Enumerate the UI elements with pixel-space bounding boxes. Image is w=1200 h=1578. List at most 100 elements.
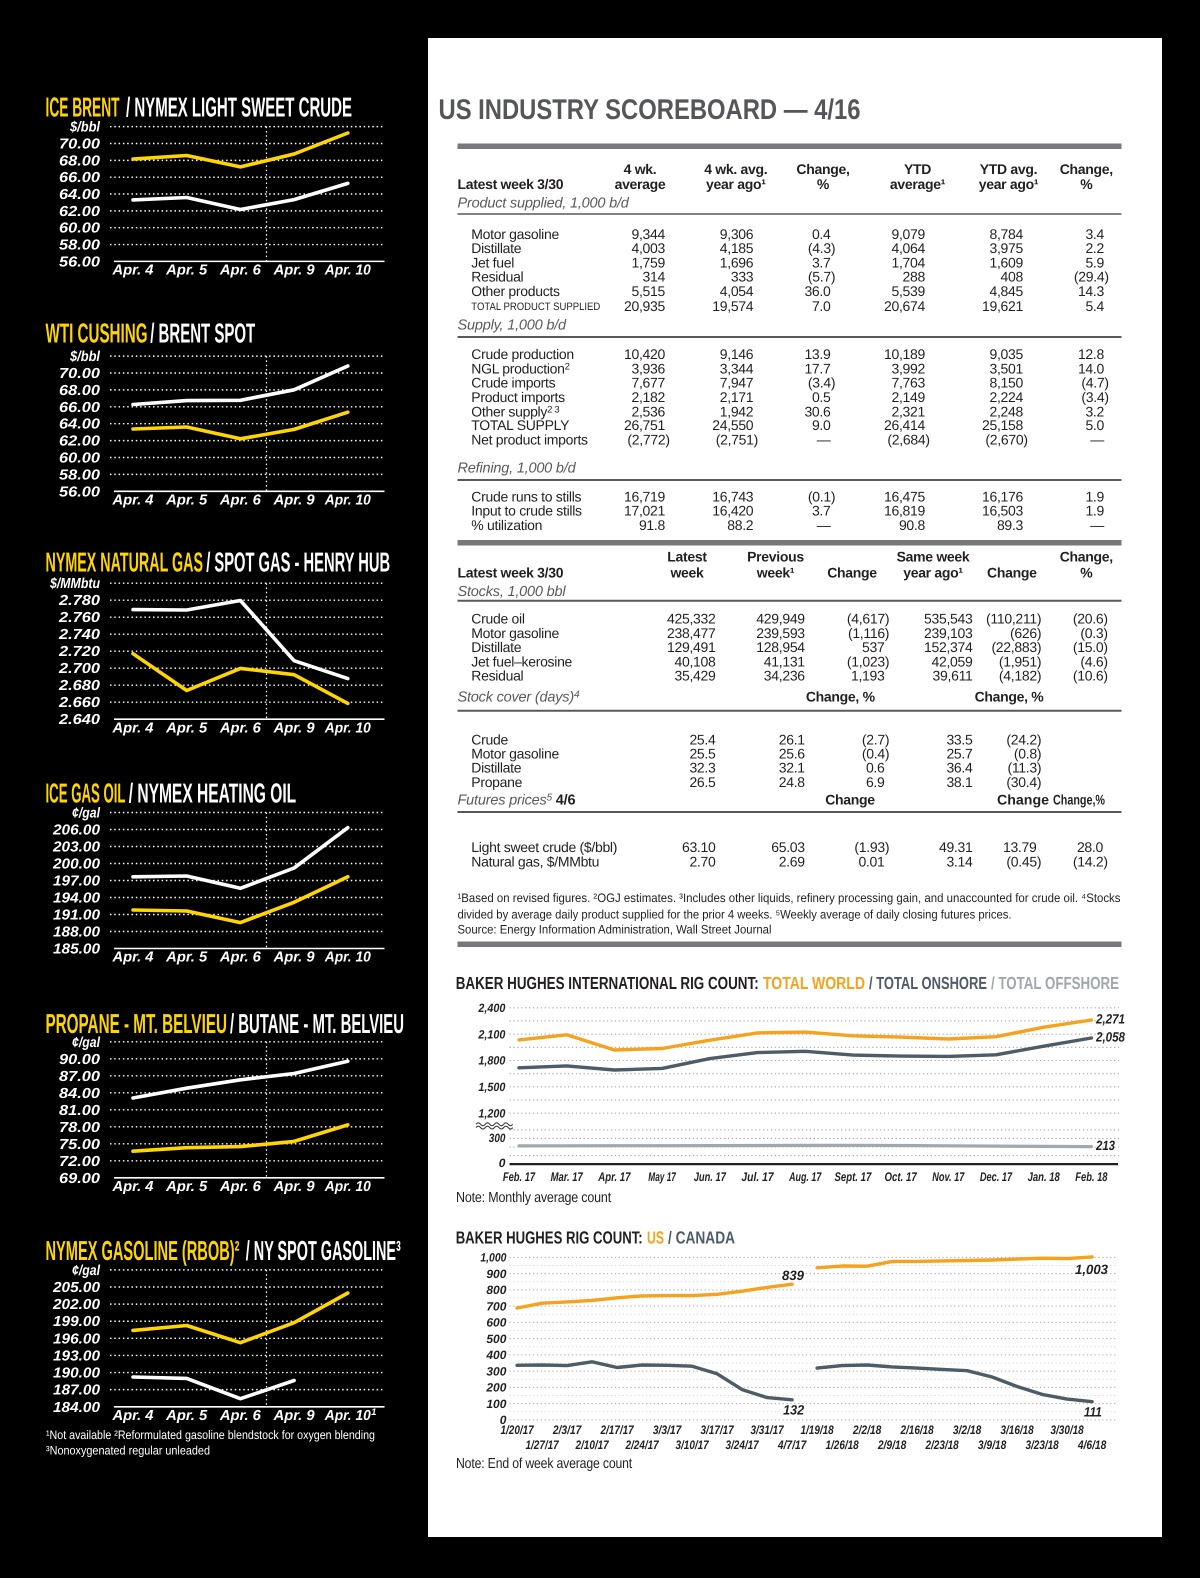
svg-text:63.10: 63.10	[682, 839, 716, 855]
svg-text:2.69: 2.69	[779, 853, 806, 869]
svg-text:32.1: 32.1	[779, 760, 806, 776]
svg-text:4 wk.: 4 wk.	[624, 161, 657, 177]
svg-text:Apr. 5: Apr. 5	[165, 1179, 208, 1195]
svg-text:(0.4): (0.4)	[862, 746, 889, 762]
svg-text:TOTAL PRODUCT SUPPLIED: TOTAL PRODUCT SUPPLIED	[471, 301, 600, 313]
svg-text:17.7: 17.7	[804, 360, 831, 376]
svg-text:49.31: 49.31	[939, 839, 973, 855]
svg-text:Apr. 4: Apr. 4	[111, 950, 153, 966]
svg-text:week¹: week¹	[756, 565, 795, 581]
svg-text:(15.0): (15.0)	[1073, 639, 1108, 655]
svg-text:³Nonoxygenated regular unleade: ³Nonoxygenated regular unleaded	[46, 1443, 210, 1457]
svg-text:Jun. 17: Jun. 17	[694, 1170, 727, 1184]
svg-text:10,189: 10,189	[884, 346, 926, 362]
svg-text:Apr. 9: Apr. 9	[273, 720, 315, 736]
svg-text:90.00: 90.00	[59, 1052, 100, 1068]
svg-text:2.760: 2.760	[58, 610, 100, 626]
svg-text:9,079: 9,079	[891, 226, 925, 242]
svg-text:8,150: 8,150	[989, 375, 1023, 391]
svg-text:(10.6): (10.6)	[1073, 668, 1108, 684]
svg-text:(3.4): (3.4)	[808, 375, 835, 391]
svg-text:PROPANE - MT. BELVIEU: PROPANE - MT. BELVIEU	[46, 1008, 228, 1039]
svg-text:(4.3): (4.3)	[808, 240, 835, 256]
svg-text:3,344: 3,344	[720, 360, 754, 376]
svg-text:13.9: 13.9	[804, 346, 831, 362]
svg-text:Apr. 4: Apr. 4	[111, 720, 153, 736]
svg-text:68.00: 68.00	[59, 153, 100, 169]
svg-text:239,593: 239,593	[756, 625, 805, 641]
svg-text:Stocks, 1,000 bbl: Stocks, 1,000 bbl	[458, 584, 567, 600]
svg-text:Change: Change	[997, 792, 1049, 808]
svg-text:Same week: Same week	[897, 548, 970, 564]
svg-text:70.00: 70.00	[59, 366, 100, 382]
svg-text:Crude runs to stills: Crude runs to stills	[471, 488, 581, 504]
svg-text:(4.7): (4.7)	[1081, 375, 1108, 391]
svg-text:4,185: 4,185	[720, 240, 754, 256]
svg-text:Change,: Change,	[1060, 161, 1113, 177]
svg-text:3.2: 3.2	[1085, 403, 1104, 419]
svg-text:Distillate: Distillate	[471, 639, 521, 655]
svg-text:25,158: 25,158	[982, 417, 1024, 433]
svg-text:%: %	[1080, 565, 1093, 581]
svg-text:500: 500	[486, 1332, 506, 1346]
svg-text:—: —	[1090, 517, 1104, 533]
svg-text:3.7: 3.7	[812, 254, 831, 270]
svg-text:Apr. 10: Apr. 10	[324, 1408, 371, 1424]
svg-text:(2.7): (2.7)	[862, 732, 889, 748]
svg-text:(14.2): (14.2)	[1073, 853, 1108, 869]
svg-text:Jet fuel: Jet fuel	[471, 254, 514, 270]
svg-text:(4,617): (4,617)	[847, 611, 889, 627]
svg-text:2/10/17: 2/10/17	[575, 1438, 610, 1452]
svg-text:40,108: 40,108	[674, 653, 716, 669]
svg-text:NYMEX NATURAL GAS: NYMEX NATURAL GAS	[46, 547, 204, 578]
svg-text:% utilization: % utilization	[471, 517, 542, 533]
svg-text:Distillate: Distillate	[471, 760, 521, 776]
svg-text:3,501: 3,501	[989, 360, 1023, 376]
svg-text:600: 600	[486, 1316, 506, 1330]
svg-text:(2,684): (2,684)	[887, 432, 929, 448]
svg-text:Apr. 17: Apr. 17	[598, 1170, 632, 1184]
svg-text:4,845: 4,845	[989, 283, 1023, 299]
svg-text:2/17/17: 2/17/17	[600, 1423, 635, 1437]
svg-text:187.00: 187.00	[53, 1383, 100, 1399]
svg-text:2,182: 2,182	[631, 389, 665, 405]
svg-text:56.00: 56.00	[59, 254, 100, 270]
svg-text:2/24/17: 2/24/17	[625, 1438, 660, 1452]
svg-text:Apr. 4: Apr. 4	[111, 493, 153, 509]
svg-text:2,248: 2,248	[989, 403, 1023, 419]
svg-text:2/2/18: 2/2/18	[852, 1423, 881, 1437]
svg-text:26.5: 26.5	[689, 774, 716, 790]
svg-text:202.00: 202.00	[52, 1297, 100, 1313]
svg-text:1/20/17: 1/20/17	[500, 1423, 534, 1437]
svg-text:9.0: 9.0	[812, 417, 831, 433]
svg-text:2.70: 2.70	[689, 853, 716, 869]
svg-text:Change, %: Change, %	[975, 688, 1045, 704]
svg-text:1,759: 1,759	[631, 254, 665, 270]
svg-text:/ NY SPOT GASOLINE³: / NY SPOT GASOLINE³	[246, 1235, 401, 1266]
svg-text:26,414: 26,414	[884, 417, 926, 433]
svg-text:Apr. 9: Apr. 9	[273, 950, 315, 966]
svg-text:0: 0	[499, 1156, 506, 1170]
svg-text:TOTAL SUPPLY: TOTAL SUPPLY	[471, 417, 570, 433]
svg-text:7,947: 7,947	[720, 375, 754, 391]
svg-text:Apr. 6: Apr. 6	[219, 1179, 262, 1195]
svg-text:1,704: 1,704	[891, 254, 925, 270]
svg-text:20,674: 20,674	[884, 298, 926, 314]
svg-text:239,103: 239,103	[924, 625, 973, 641]
svg-text:(0.45): (0.45)	[1006, 853, 1041, 869]
svg-text:year ago¹: year ago¹	[979, 176, 1039, 192]
svg-text:400: 400	[485, 1348, 506, 1362]
svg-text:4 wk. avg.: 4 wk. avg.	[704, 161, 767, 177]
svg-text:16,819: 16,819	[884, 503, 926, 519]
svg-text:56.00: 56.00	[59, 484, 100, 500]
svg-text:19,621: 19,621	[982, 298, 1024, 314]
svg-text:1,193: 1,193	[851, 668, 885, 684]
svg-text:1.9: 1.9	[1085, 488, 1104, 504]
svg-text:Apr. 5: Apr. 5	[165, 950, 208, 966]
svg-text:35,429: 35,429	[674, 668, 716, 684]
svg-text:900: 900	[486, 1267, 506, 1281]
svg-text:year ago¹: year ago¹	[903, 565, 963, 581]
svg-text:9,344: 9,344	[631, 226, 665, 242]
svg-text:2/3/17: 2/3/17	[552, 1423, 582, 1437]
svg-text:333: 333	[731, 269, 754, 285]
